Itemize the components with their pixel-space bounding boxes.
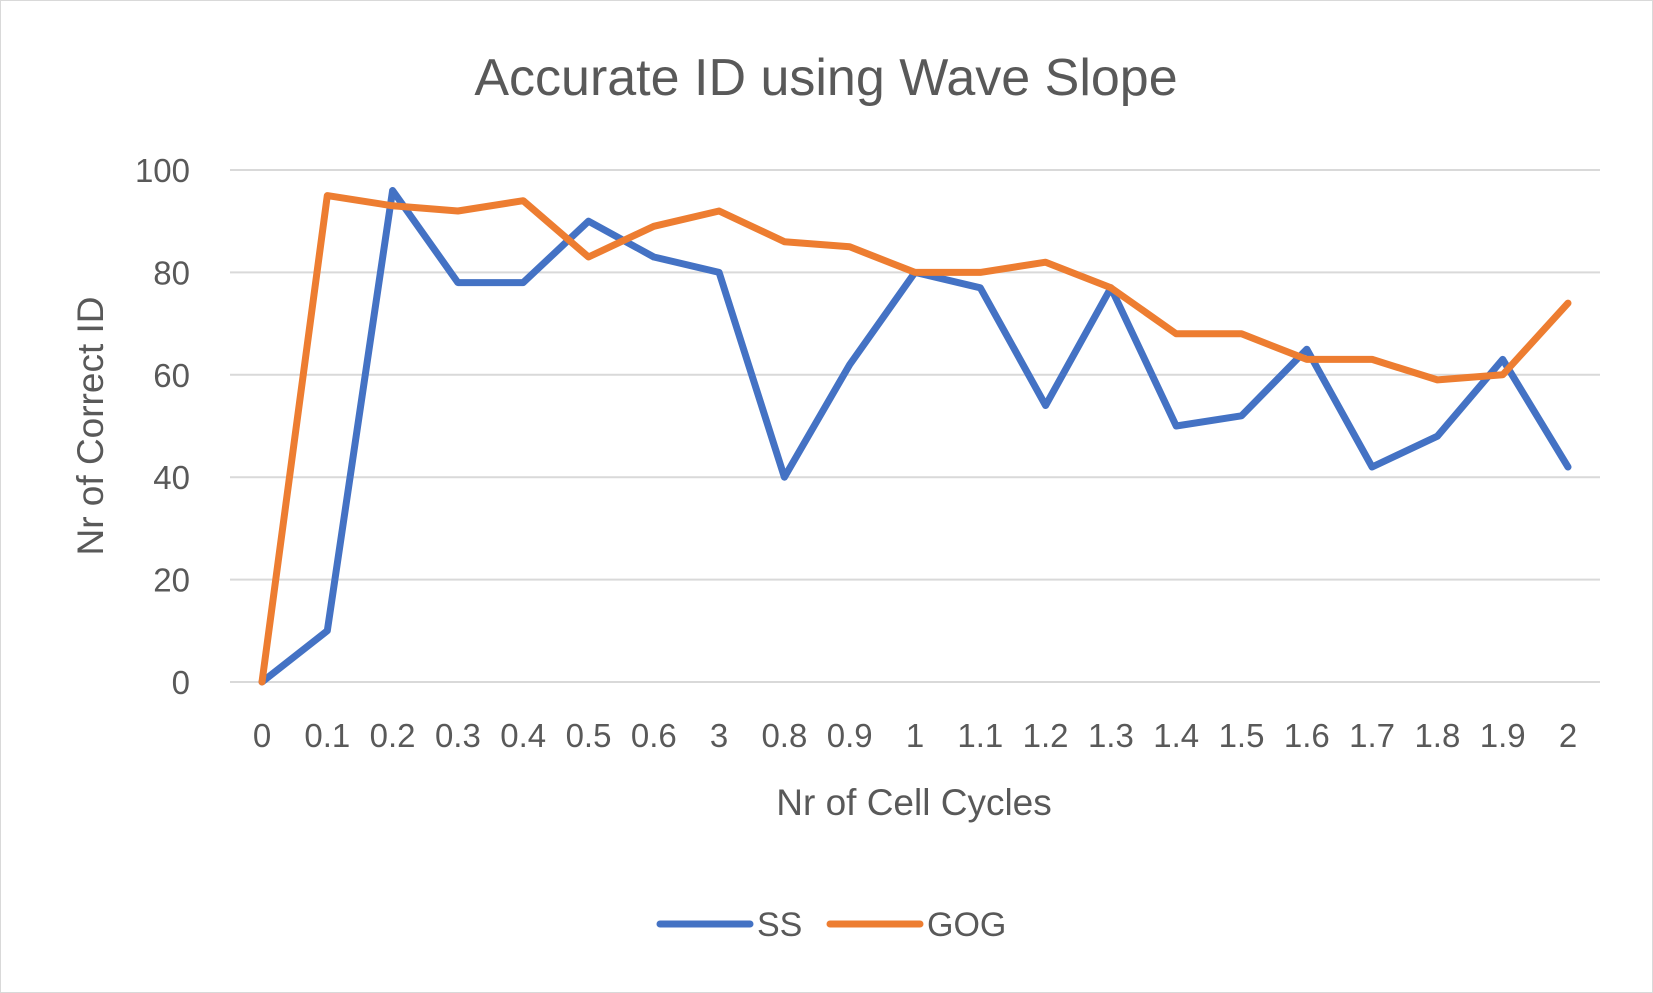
data-point-gog [262, 682, 263, 683]
data-point-gog [1568, 303, 1569, 304]
data-point-gog [1437, 379, 1438, 380]
chart-title: Accurate ID using Wave Slope [474, 49, 1177, 107]
x-tick-label: 0 [253, 717, 271, 754]
x-tick-label: 0.5 [566, 717, 612, 754]
data-point-ss [653, 257, 654, 258]
data-point-ss [327, 630, 328, 631]
data-point-ss [1372, 466, 1373, 467]
data-point-ss [392, 190, 393, 191]
x-tick-label: 1.8 [1414, 717, 1460, 754]
x-tick-label: 1 [906, 717, 924, 754]
series-line-ss [258, 187, 1572, 686]
x-tick-label: 1.9 [1480, 717, 1526, 754]
x-tick-label: 1.4 [1153, 717, 1199, 754]
data-point-ss [523, 282, 524, 283]
y-tick-label: 80 [153, 254, 190, 291]
y-tick-label: 40 [153, 459, 190, 496]
data-point-ss [1176, 426, 1177, 427]
legend: SS GOG [656, 906, 1006, 944]
x-tick-label: 0.3 [435, 717, 481, 754]
y-tick-label: 100 [135, 152, 190, 189]
data-point-gog [1045, 262, 1046, 263]
y-tick-label: 60 [153, 357, 190, 394]
x-tick-label: 1.6 [1284, 717, 1330, 754]
data-point-gog [980, 272, 981, 273]
y-tick-label: 20 [153, 562, 190, 599]
data-point-gog [1306, 359, 1307, 360]
x-tick-label: 3 [710, 717, 728, 754]
data-point-ss [849, 364, 850, 365]
data-point-gog [327, 195, 328, 196]
x-tick-label: 0.1 [304, 717, 350, 754]
data-point-gog [392, 205, 393, 206]
y-tick-label: 0 [172, 664, 190, 701]
x-tick-label: 1.5 [1219, 717, 1265, 754]
data-point-ss [1437, 436, 1438, 437]
data-point-ss [1568, 466, 1569, 467]
data-point-gog [784, 241, 785, 242]
data-point-gog [1110, 287, 1111, 288]
data-point-gog [719, 210, 720, 211]
data-point-gog [588, 257, 589, 258]
data-point-ss [1045, 405, 1046, 406]
x-tick-label: 1.7 [1349, 717, 1395, 754]
series-lines [258, 187, 1572, 686]
y-axis-title: Nr of Correct ID [70, 296, 111, 555]
data-point-ss [980, 287, 981, 288]
data-point-ss [1502, 359, 1503, 360]
x-tick-label: 0.6 [631, 717, 677, 754]
x-tick-label: 0.9 [827, 717, 873, 754]
series-line-gog [258, 192, 1572, 686]
data-point-gog [849, 246, 850, 247]
x-tick-label: 0.4 [500, 717, 546, 754]
data-point-ss [719, 272, 720, 273]
legend-label-ss: SS [757, 906, 802, 944]
data-point-gog [915, 272, 916, 273]
x-tick-label: 2 [1559, 717, 1577, 754]
data-point-ss [588, 221, 589, 222]
data-point-ss [1306, 349, 1307, 350]
data-point-gog [1502, 374, 1503, 375]
data-point-gog [1241, 333, 1242, 334]
data-point-gog [457, 210, 458, 211]
data-point-gog [653, 226, 654, 227]
x-axis-ticks: 0 0.1 0.2 0.3 0.4 0.5 0.6 3 0.8 0.9 1 1.1 1.2 1.3 1.4 1… [253, 717, 1577, 754]
data-point-gog [1176, 333, 1177, 334]
x-tick-label: 1.2 [1023, 717, 1069, 754]
x-tick-label: 0.8 [761, 717, 807, 754]
y-axis-ticks: 0 20 40 60 80 100 [135, 152, 190, 701]
legend-label-gog: GOG [927, 906, 1006, 944]
data-point-ss [457, 282, 458, 283]
x-axis-title: Nr of Cell Cycles [776, 782, 1052, 823]
data-point-gog [523, 200, 524, 201]
x-tick-label: 1.3 [1088, 717, 1134, 754]
data-point-gog [1372, 359, 1373, 360]
data-point-ss [784, 477, 785, 478]
x-tick-label: 0.2 [370, 717, 416, 754]
data-point-ss [1241, 415, 1242, 416]
x-tick-label: 1.1 [957, 717, 1003, 754]
